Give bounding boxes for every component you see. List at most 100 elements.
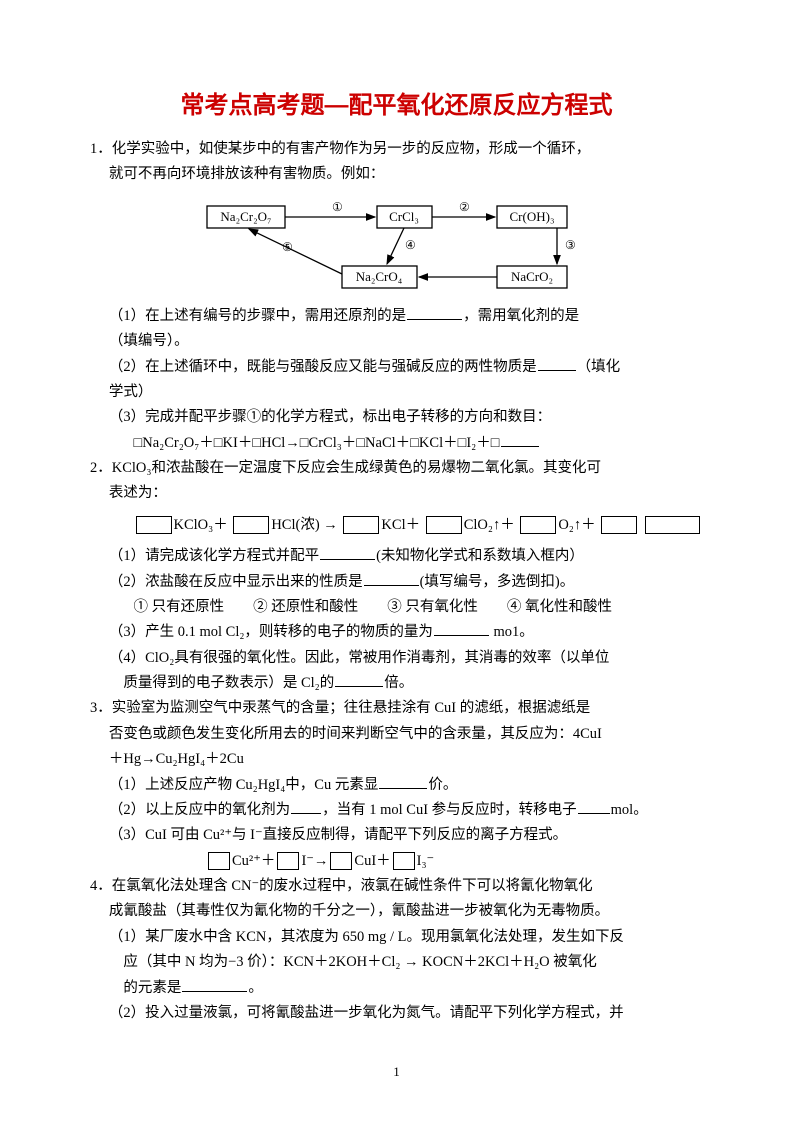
- q1-stem-line2: 就可不再向环境排放该种有害物质。例如：: [109, 166, 385, 182]
- q2-2: （2）浓盐酸在反应中显示出来的性质是: [109, 574, 363, 590]
- eq-p2: KCl＋: [381, 517, 420, 533]
- q1-2c: 学式）: [109, 384, 153, 400]
- q3-stem2: 否变色或颜色发生变化所用去的时间来判断空气中的含汞量，其反应为：4CuI: [90, 722, 703, 747]
- blank[interactable]: [291, 798, 321, 814]
- q3-s3: ＋Hg→Cu₂HgI₄＋2Cu: [109, 751, 244, 767]
- q4-s1: 4．在氯氧化法处理含 CN⁻的废水过程中，液氯在碱性条件下可以将氰化物氧化: [90, 878, 593, 894]
- edge-5-label: ⑤: [282, 240, 293, 254]
- coef-box[interactable]: [343, 516, 379, 534]
- coef-box[interactable]: [426, 516, 462, 534]
- q3-3a: （3）CuI 可由 Cu²⁺与 I⁻直接反应制得，请配平下列反应的离子方程式。: [109, 827, 567, 843]
- q4-1a: （1）某厂废水中含 KCN，其浓度为 650 mg / L。现用氯氧化法处理，发…: [109, 929, 624, 945]
- q2-stem: 2．KClO₃和浓盐酸在一定温度下反应会生成绿黄色的易爆物二氧化氯。其变化可: [90, 456, 703, 481]
- q2-3b: mo1。: [490, 624, 534, 640]
- eq-p3: ClO₂↑＋: [464, 517, 515, 533]
- q2-equation: KClO₃＋ HCl(浓) → KCl＋ ClO₂↑＋ O₂↑＋: [90, 513, 703, 538]
- q1-eq-text: □Na₂Cr₂O₇＋□KI＋□HCl→□CrCl₃＋□NaCl＋□KCl＋□I₂…: [134, 435, 500, 451]
- blank[interactable]: [538, 355, 576, 371]
- q4-2: （2）投入过量液氯，可将氰酸盐进一步氧化为氮气。请配平下列化学方程式，并: [109, 1005, 624, 1021]
- q2-2b: (填写编号，多选倒扣)。: [420, 574, 575, 590]
- eq-p0: KClO₃＋: [174, 517, 228, 533]
- q1-sub1: （1）在上述有编号的步骤中，需用还原剂的是 ，需用氧化剂的是: [90, 304, 703, 329]
- edge-1-label: ①: [332, 200, 343, 214]
- edge-2-label: ②: [459, 200, 470, 214]
- blank[interactable]: [320, 544, 375, 560]
- coef-box[interactable]: [233, 516, 269, 534]
- q3-sub1: （1）上述反应产物 Cu₂HgI₄中，Cu 元素显价。: [90, 773, 703, 798]
- edge-5: [249, 229, 342, 274]
- q3-1a: （1）上述反应产物 Cu₂HgI₄中，Cu 元素显: [109, 777, 379, 793]
- q4-stem2: 成氰酸盐（其毒性仅为氰化物的千分之一），氰酸盐进一步被氧化为无毒物质。: [90, 899, 703, 924]
- q1-stem-line1: 1．化学实验中，如使某步中的有害产物作为另一步的反应物，形成一个循环，: [90, 141, 590, 157]
- diagram-svg: Na₂Cr₂O₇ CrCl₃ Cr(OH)₃ Na₂CrO₄ NaCrO₂ ① …: [187, 196, 607, 296]
- blank[interactable]: [578, 798, 610, 814]
- eq-p4: O₂↑＋: [558, 517, 595, 533]
- node-na2cro4: Na₂CrO₄: [342, 266, 417, 288]
- q2-sub4: （4）ClO₂具有很强的氧化性。因此，常被用作消毒剂，其消毒的效率（以单位: [90, 646, 703, 671]
- q1-sub2: （2）在上述循环中，既能与强酸反应又能与强碱反应的两性物质是（填化: [90, 355, 703, 380]
- q4-s2: 成氰酸盐（其毒性仅为氰化物的千分之一），氰酸盐进一步被氧化为无毒物质。: [109, 903, 609, 919]
- q2-stem2: 表述为：: [90, 481, 703, 506]
- svg-text:Na₂CrO₄: Na₂CrO₄: [355, 269, 402, 284]
- blank[interactable]: [379, 773, 427, 789]
- edge-3-label: ③: [565, 238, 576, 252]
- svg-text:Na₂Cr₂O₇: Na₂Cr₂O₇: [220, 209, 271, 224]
- q1-2b: （填化: [577, 359, 621, 375]
- svg-text:Cr(OH)₃: Cr(OH)₃: [509, 209, 554, 224]
- coef-box[interactable]: [208, 852, 230, 870]
- q3-sub2: （2）以上反应中的氧化剂为，当有 1 mol CuI 参与反应时，转移电子mol…: [90, 798, 703, 823]
- blank[interactable]: [501, 431, 539, 447]
- q2-opts-text: ① 只有还原性 ② 还原性和酸性 ③ 只有氧化性 ④ 氧化性和酸性: [134, 599, 613, 615]
- q2-1b: (未知物化学式和系数填入框内）: [376, 548, 584, 564]
- blank[interactable]: [335, 671, 383, 687]
- q3-s1: 3．实验室为监测空气中汞蒸气的含量；往往悬挂涂有 CuI 的滤纸，根据滤纸是: [90, 700, 590, 716]
- q3-eq: Cu²⁺＋I⁻→CuI＋I₃⁻: [90, 849, 703, 874]
- title-text: 常考点高考题—配平氧化还原反应方程式: [181, 92, 613, 119]
- coef-box[interactable]: [330, 852, 352, 870]
- edge-4: [387, 228, 404, 264]
- q4-sub2: （2）投入过量液氯，可将氰酸盐进一步氧化为氮气。请配平下列化学方程式，并: [90, 1001, 703, 1026]
- q2-sub4b: 质量得到的电子数表示）是 Cl₂的倍。: [90, 671, 703, 696]
- q2-sub2: （2）浓盐酸在反应中显示出来的性质是 (填写编号，多选倒扣)。: [90, 570, 703, 595]
- q2-stem2t: 表述为：: [109, 485, 167, 501]
- blank[interactable]: [407, 304, 462, 320]
- q1-1a: （1）在上述有编号的步骤中，需用还原剂的是: [109, 308, 406, 324]
- q4-1b: 应（其中 N 均为−3 价）：KCN＋2KOH＋Cl₂ → KOCN＋2KCl＋…: [123, 954, 596, 970]
- q3-s2: 否变色或颜色发生变化所用去的时间来判断空气中的含汞量，其反应为：4CuI: [109, 726, 602, 742]
- blank[interactable]: [364, 570, 419, 586]
- q1-sub1c: （填编号）。: [90, 329, 703, 354]
- blank[interactable]: [434, 620, 489, 636]
- reaction-cycle-diagram: Na₂Cr₂O₇ CrCl₃ Cr(OH)₃ Na₂CrO₄ NaCrO₂ ① …: [187, 196, 607, 296]
- node-croh3: Cr(OH)₃: [497, 206, 567, 228]
- q2-sub1: （1）请完成该化学方程式并配平(未知物化学式和系数填入框内）: [90, 544, 703, 569]
- coef-box[interactable]: [277, 852, 299, 870]
- formula-box[interactable]: [645, 516, 700, 534]
- coef-box[interactable]: [601, 516, 637, 534]
- eq-p1: HCl(浓) →: [271, 517, 337, 533]
- q3-2a: （2）以上反应中的氧化剂为: [109, 802, 290, 818]
- node-crcl3: CrCl₃: [377, 206, 432, 228]
- q4-stem: 4．在氯氧化法处理含 CN⁻的废水过程中，液氯在碱性条件下可以将氰化物氧化: [90, 874, 703, 899]
- coef-box[interactable]: [136, 516, 172, 534]
- q1-stem: 1．化学实验中，如使某步中的有害产物作为另一步的反应物，形成一个循环，: [90, 137, 703, 162]
- q4-sub1: （1）某厂废水中含 KCN，其浓度为 650 mg / L。现用氯氧化法处理，发…: [90, 925, 703, 950]
- q1-stem-cont: 就可不再向环境排放该种有害物质。例如：: [90, 162, 703, 187]
- q2-3a: （3）产生 0.1 mol Cl₂，则转移的电子的物质的量为: [109, 624, 433, 640]
- q3-2b: ，当有 1 mol CuI 参与反应时，转移电子: [322, 802, 577, 818]
- coef-box[interactable]: [520, 516, 556, 534]
- q4-sub1c: 的元素是。: [90, 976, 703, 1001]
- q2-4a: （4）ClO₂具有很强的氧化性。因此，常被用作消毒剂，其消毒的效率（以单位: [109, 650, 609, 666]
- q1-1b: ，需用氧化剂的是: [463, 308, 579, 324]
- node-na2cr2o7: Na₂Cr₂O₇: [207, 206, 285, 228]
- blank[interactable]: [182, 976, 247, 992]
- q4-sub1b: 应（其中 N 均为−3 价）：KCN＋2KOH＋Cl₂ → KOCN＋2KCl＋…: [90, 950, 703, 975]
- coef-box[interactable]: [393, 852, 415, 870]
- q2-stem1: 2．KClO₃和浓盐酸在一定温度下反应会生成绿黄色的易爆物二氧化氯。其变化可: [90, 460, 601, 476]
- q2-4b: 质量得到的电子数表示）是 Cl₂的: [123, 675, 334, 691]
- q3-sub3: （3）CuI 可由 Cu²⁺与 I⁻直接反应制得，请配平下列反应的离子方程式。: [90, 823, 703, 848]
- q4-1d: 。: [248, 980, 263, 996]
- node-nacro2: NaCrO₂: [497, 266, 567, 288]
- q3-stem3: ＋Hg→Cu₂HgI₄＋2Cu: [90, 747, 703, 772]
- page-title: 常考点高考题—配平氧化还原反应方程式: [90, 85, 703, 127]
- q3-stem: 3．实验室为监测空气中汞蒸气的含量；往往悬挂涂有 CuI 的滤纸，根据滤纸是: [90, 696, 703, 721]
